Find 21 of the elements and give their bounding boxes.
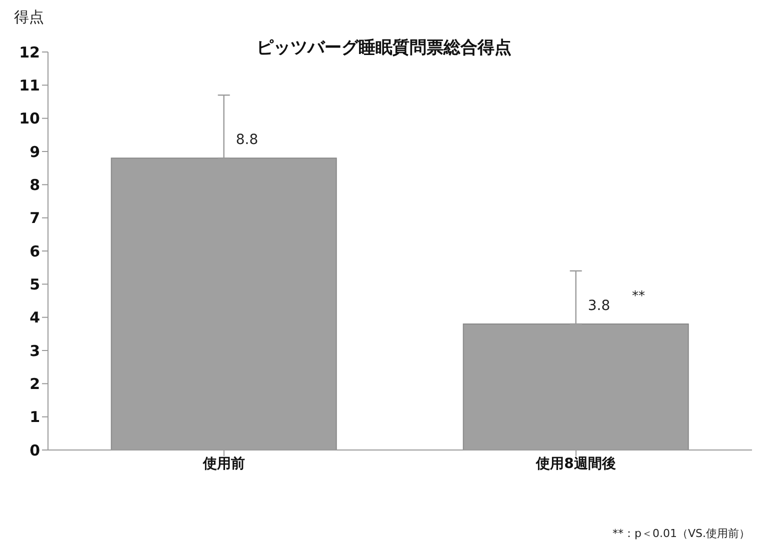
data-label: 3.8 (588, 298, 610, 314)
y-tick-label: 12 (19, 43, 40, 62)
y-tick-label: 7 (30, 209, 40, 228)
y-tick-label: 11 (19, 76, 40, 94)
y-tick-label: 10 (19, 110, 40, 128)
y-tick-label: 3 (30, 342, 40, 360)
y-tick-label: 1 (30, 408, 40, 426)
y-tick-label: 0 (30, 441, 40, 460)
y-tick-label: 8 (30, 176, 40, 194)
y-tick-label: 5 (30, 275, 40, 294)
x-tick-label: 使用8週間後 (535, 456, 616, 472)
data-label: 8.8 (236, 132, 258, 148)
chart-title: ピッツバーグ睡眠質問票総合得点 (256, 38, 512, 58)
y-tick-label: 2 (30, 374, 40, 393)
y-tick-label: 6 (30, 242, 40, 260)
y-tick-label: 9 (30, 142, 40, 161)
y-axis-title: 得点 (14, 8, 44, 27)
y-tick-label: 4 (30, 308, 40, 327)
text: **：p＜0.01（VS.使用前） (612, 526, 750, 541)
annotation: ** (632, 288, 645, 306)
x-tick-label: 使用前 (202, 456, 245, 472)
